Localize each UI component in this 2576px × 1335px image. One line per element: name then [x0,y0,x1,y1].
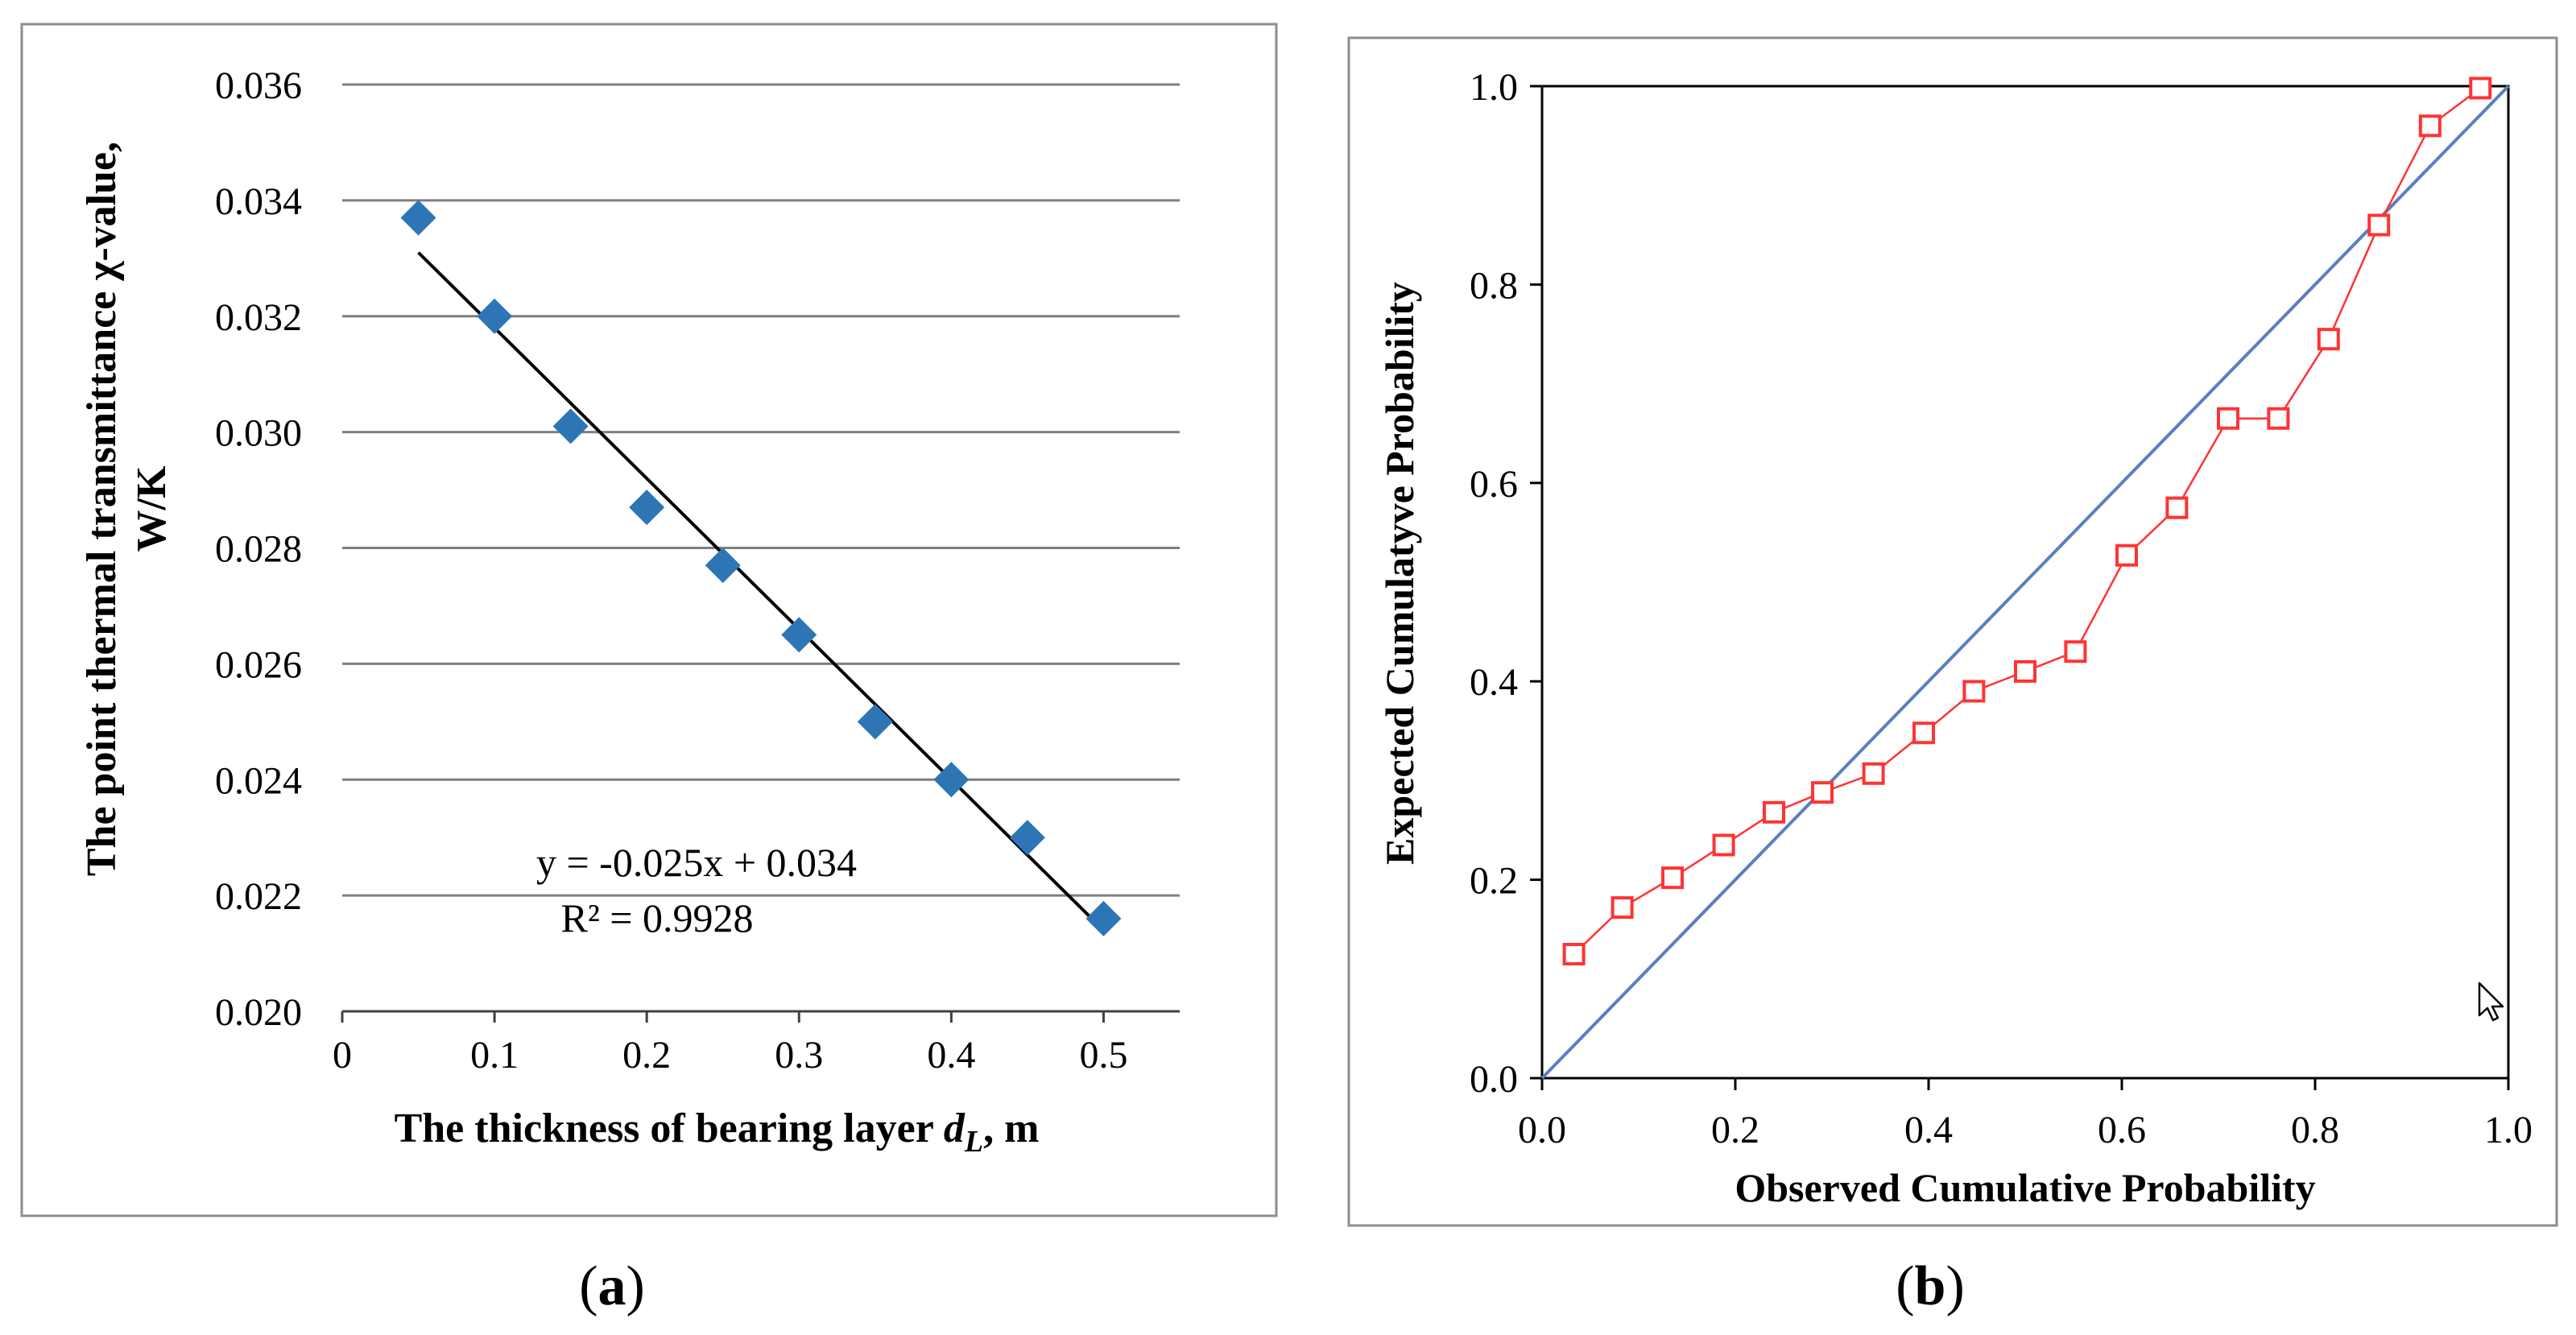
panel-a-y-tick-label: 0.030 [215,412,302,455]
data-point [552,408,589,444]
panel-b-y-tick-label: 0.0 [1470,1058,1518,1101]
pp-data-point [1712,833,1735,857]
panel-a-gridlines [342,83,1180,1013]
panel-a-x-tick-label: 0.2 [622,1034,671,1077]
pp-data-point [1661,866,1684,890]
panel-a-y-axis-label-line1: The point thermal transmittance χ-value, [79,142,125,876]
panel-a-y-tick-label: 0.026 [215,643,302,686]
panel-b-y-tick-label: 0.4 [1470,661,1518,704]
data-point [477,298,513,334]
panel-a-y-tick-label: 0.024 [215,759,302,802]
pp-data-point [1912,721,1935,745]
panel-a-x-tick-labels: 0 0.1 0.2 0.3 0.4 0.5 [333,1011,1127,1077]
panel-a-y-tick-label: 0.036 [215,64,302,107]
panel-b-x-ticks: 0.0 0.2 0.4 0.6 0.8 1.0 [1518,1078,2533,1151]
pp-data-point [2217,407,2239,430]
panel-a-y-tick-label: 0.032 [215,296,302,339]
panel-a-y-tick-label: 0.022 [215,875,302,918]
pp-data-point [1763,800,1785,824]
trendline [417,251,1105,932]
data-point [1085,900,1122,936]
panel-a-y-tick-label: 0.034 [215,180,302,223]
panel-a-trendline-layer [417,251,1105,932]
reference-line [1540,85,2510,1080]
panel-b-y-tick-label: 0.2 [1470,860,1518,903]
panel-b-x-tick-label: 0.6 [2098,1109,2146,1151]
pp-data-point [2014,659,2036,683]
panel-a-x-tick-label: 0.5 [1079,1034,1127,1077]
pp-data-point [2115,544,2138,567]
trendline-equation: y = -0.025x + 0.034 [536,840,857,885]
pp-data-point [2367,213,2391,237]
panel-a-x-axis-label: The thickness of bearing layer dL, m [395,1106,1040,1159]
pp-data-point [2064,640,2087,663]
panel-a-x-tick-label: 0.3 [775,1034,823,1077]
panel-b-x-axis-label: Observed Cumulative Probability [1735,1165,2315,1210]
panel-a-frame [20,23,1278,1217]
panel-b-y-axis-label: Expected Cumulatyve Probability [1377,282,1422,865]
panel-b-series-layer [1562,76,2492,965]
pp-data-point [2469,76,2492,100]
panel-a-y-tick-labels: 0.020 0.022 0.024 0.026 0.028 0.030 0.032 0.034… [215,64,302,1034]
panel-b-plot-area [1540,85,2510,1080]
panel-b-x-tick-label: 0.4 [1904,1109,1953,1151]
pp-data-point [1811,781,1834,804]
pp-data-point [2317,328,2340,351]
trendline-r-squared: R² = 0.9928 [560,895,753,940]
data-point [857,704,893,740]
panel-b-reference-layer [1540,85,2510,1080]
pp-data-point [2165,496,2189,519]
panel-b: 0.0 0.2 0.4 0.6 0.8 1.0 0.0 0.2 0.4 0.6 0.8 1.0 Ob… [1347,36,2558,1227]
pp-data-point [1862,762,1885,785]
panel-b-x-tick-label: 1.0 [2484,1109,2533,1151]
data-point [400,200,436,236]
panel-a-x-tick-label: 0.1 [470,1034,519,1077]
pp-data-point [1962,680,1986,703]
panel-b-y-tick-label: 0.8 [1470,264,1518,307]
panel-a-y-axis-label: The point thermal transmittance χ-value,… [79,142,175,876]
pp-data-point [2267,407,2290,430]
panel-a-data-points [400,200,1122,936]
panel-a-x-tick-label: 0.4 [927,1034,975,1077]
panel-a-y-axis-label-line2: W/K [129,465,175,552]
panel-b-y-tick-label: 0.6 [1470,463,1518,506]
data-point [705,548,741,584]
panel-a: 0.020 0.022 0.024 0.026 0.028 0.030 0.032 0.034… [20,23,1278,1217]
panel-a-y-tick-label: 0.020 [215,991,302,1034]
data-point [781,617,817,653]
data-point [1009,820,1045,856]
panel-b-x-tick-label: 0.0 [1518,1109,1566,1151]
panel-b-caption: (b) [1896,1255,1965,1317]
panel-b-y-tick-label: 1.0 [1470,66,1518,109]
panel-b-x-tick-label: 0.2 [1711,1109,1759,1151]
data-point [933,762,970,798]
pp-data-point [2418,114,2442,138]
panel-b-frame [1347,36,2558,1227]
panel-a-caption: (a) [579,1255,645,1317]
panel-b-x-tick-label: 0.8 [2291,1109,2339,1151]
pp-data-point [1611,896,1634,920]
mouse-pointer-icon [2478,982,2504,1022]
pp-data-point [1562,943,1586,965]
panel-a-x-tick-label: 0 [333,1034,352,1077]
panel-a-y-tick-label: 0.028 [215,528,302,571]
panel-b-y-ticks: 0.0 0.2 0.4 0.6 0.8 1.0 [1470,66,1542,1101]
data-point [629,490,665,526]
